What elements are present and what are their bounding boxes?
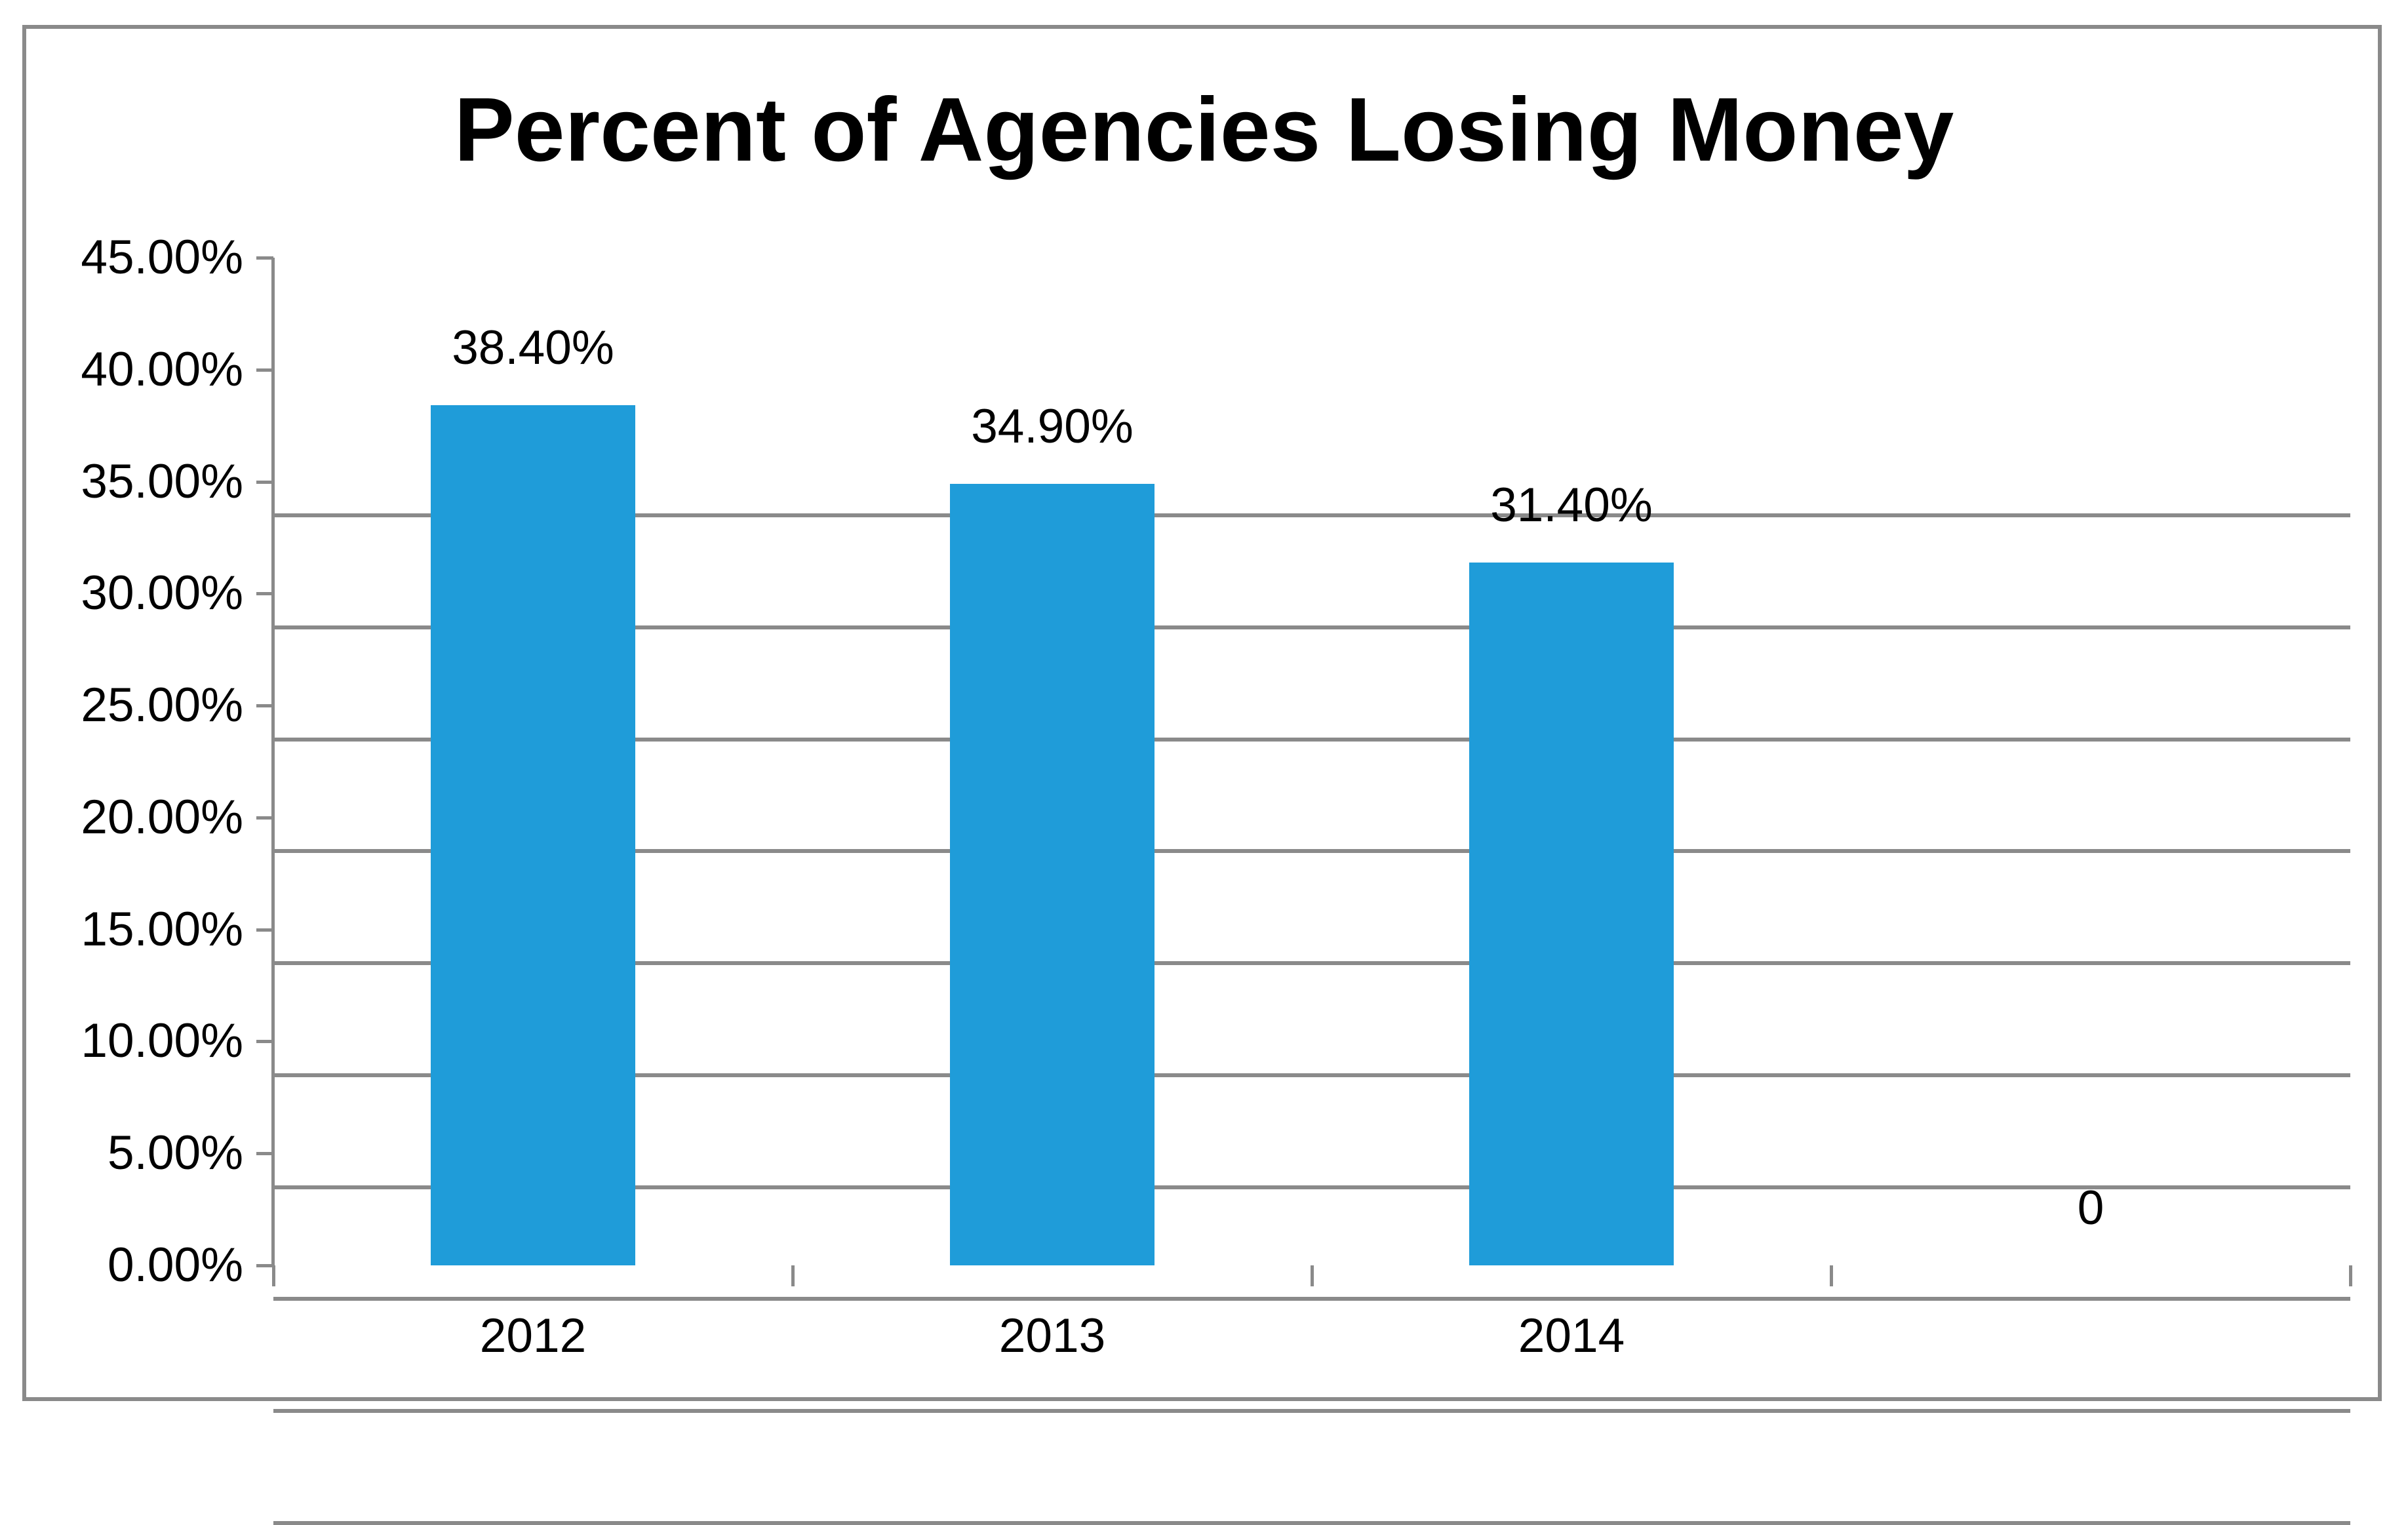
y-axis-tick-label: 40.00%	[81, 343, 243, 396]
x-axis-tick	[272, 1265, 275, 1286]
x-axis-tick-label: 2013	[998, 1309, 1106, 1362]
chart-border	[22, 25, 2382, 1401]
bar	[1469, 563, 1674, 1265]
bar	[950, 484, 1155, 1265]
y-axis-tick-label: 30.00%	[81, 566, 243, 620]
y-axis-tick	[256, 1040, 273, 1043]
gridline	[273, 849, 2350, 853]
y-axis-tick	[256, 592, 273, 595]
y-axis-tick-label: 0.00%	[108, 1238, 243, 1292]
bar	[431, 405, 635, 1265]
bar-data-label: 31.40%	[1490, 479, 1653, 532]
x-axis-tick	[1311, 1265, 1314, 1286]
x-axis-line	[273, 1521, 2350, 1525]
y-axis-tick	[256, 928, 273, 932]
plot-area	[273, 258, 2350, 1525]
gridline	[273, 1297, 2350, 1301]
chart-title: Percent of Agencies Losing Money	[454, 79, 1954, 180]
x-axis-tick-label: 2012	[479, 1309, 587, 1362]
x-axis-tick-label: 2014	[1518, 1309, 1625, 1362]
x-axis-tick	[2349, 1265, 2352, 1286]
y-axis-line	[271, 258, 275, 1267]
y-axis-tick	[256, 1152, 273, 1155]
y-axis-tick	[256, 481, 273, 484]
y-axis-tick	[256, 704, 273, 707]
bar-data-label: 34.90%	[971, 400, 1134, 453]
y-axis-tick-label: 25.00%	[81, 679, 243, 732]
y-axis-tick	[256, 256, 273, 260]
gridline	[273, 961, 2350, 965]
bar-data-label: 38.40%	[452, 321, 614, 374]
gridline	[273, 1185, 2350, 1189]
gridline	[273, 513, 2350, 517]
y-axis-tick-label: 45.00%	[81, 231, 243, 284]
y-axis-tick	[256, 1264, 273, 1267]
y-axis-tick-label: 15.00%	[81, 903, 243, 956]
bar-data-label: 0	[2077, 1181, 2104, 1235]
gridline	[273, 1073, 2350, 1077]
y-axis-tick-label: 10.00%	[81, 1014, 243, 1067]
y-axis-tick-label: 5.00%	[108, 1126, 243, 1179]
x-axis-tick	[791, 1265, 795, 1286]
y-axis-tick-label: 35.00%	[81, 455, 243, 508]
y-axis-tick	[256, 816, 273, 820]
gridline	[273, 1409, 2350, 1413]
gridline	[273, 625, 2350, 629]
gridline	[273, 738, 2350, 742]
x-axis-tick	[1830, 1265, 1833, 1286]
y-axis-tick-label: 20.00%	[81, 791, 243, 844]
y-axis-tick	[256, 368, 273, 372]
